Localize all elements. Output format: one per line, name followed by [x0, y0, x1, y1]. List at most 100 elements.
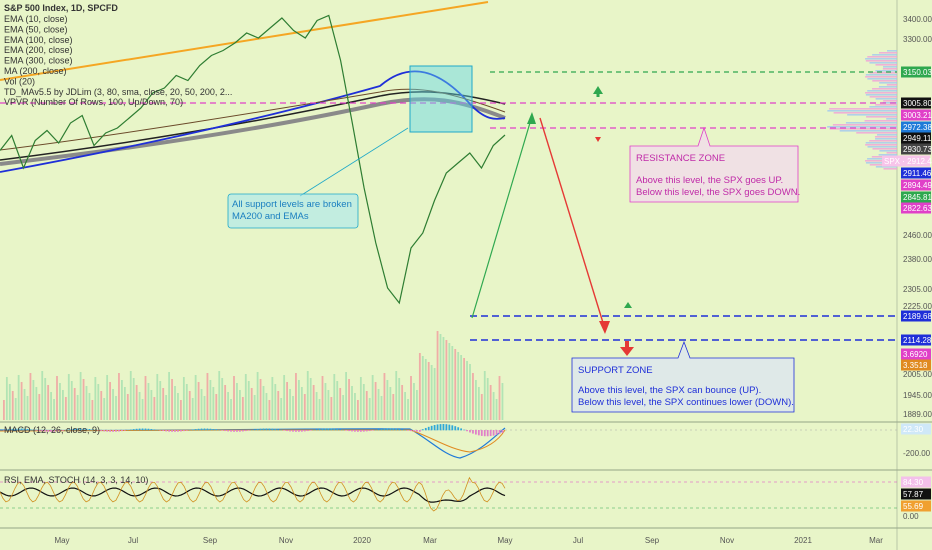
- volume-bar: [298, 380, 300, 420]
- macd-bar: [424, 427, 427, 431]
- volume-bar: [303, 394, 306, 420]
- macd-bar: [259, 428, 262, 431]
- macd-tick-label: -200.00: [903, 449, 931, 458]
- macd-bar: [303, 430, 306, 432]
- legend-item[interactable]: EMA (300, close): [4, 56, 73, 66]
- macd-bar: [56, 430, 58, 432]
- volume-bar: [460, 355, 463, 420]
- indicator-tag: [901, 500, 931, 512]
- macd-bar: [489, 430, 492, 437]
- volume-bar: [35, 387, 38, 420]
- ma200-line: [0, 97, 506, 166]
- volume-bar: [472, 373, 474, 420]
- macd-bar: [147, 428, 150, 431]
- price-tag: [901, 359, 931, 371]
- macd-bar: [244, 430, 247, 432]
- macd-bar: [129, 429, 132, 431]
- volume-bar: [253, 395, 256, 420]
- macd-bar: [171, 430, 173, 432]
- volume-bar: [283, 375, 286, 420]
- legend-item[interactable]: Vol (20): [4, 76, 35, 86]
- price-tag: [901, 334, 931, 346]
- volume-profile-row: [875, 64, 897, 66]
- resistance-zone-callout: [629, 126, 799, 203]
- legend-item[interactable]: EMA (100, close): [4, 35, 73, 45]
- price-line: [0, 14, 506, 305]
- volume-bar: [206, 373, 209, 420]
- volume-profile-row: [865, 142, 897, 144]
- legend-item[interactable]: EMA (200, close): [4, 45, 73, 55]
- x-tick-label: Sep: [203, 536, 218, 545]
- volume-bar: [312, 385, 315, 420]
- indicator-tag: [901, 488, 931, 500]
- macd-bar: [410, 430, 412, 432]
- x-tick-label: May: [497, 536, 512, 545]
- macd-bar: [298, 430, 300, 432]
- volume-profile-row: [867, 146, 897, 148]
- x-tick-label: Sep: [645, 536, 660, 545]
- macd-bar: [480, 430, 483, 436]
- volume-bar: [295, 373, 297, 420]
- volume-profile-row: [865, 76, 897, 78]
- macd-bar: [283, 430, 286, 431]
- volume-bar: [466, 361, 468, 420]
- volume-bar: [32, 380, 35, 420]
- volume-bar: [230, 399, 232, 420]
- macd-bar: [97, 430, 100, 431]
- volume-bar: [250, 388, 253, 420]
- volume-profile-row: [875, 166, 897, 168]
- volume-bar: [132, 378, 135, 420]
- chart-title: S&P 500 Index, 1D, SPCFD: [4, 3, 118, 13]
- legend-item[interactable]: MA (200, close): [4, 66, 67, 76]
- volume-bar: [486, 378, 489, 420]
- indicator-tag-label: 55.69: [903, 502, 924, 511]
- macd-bar: [44, 430, 47, 432]
- indicator-tag-label: 84.30: [903, 478, 924, 487]
- macd-bar: [306, 430, 309, 432]
- volume-bar: [430, 365, 433, 420]
- legend-item[interactable]: VPVR (Number Of Rows, 100, Up/Down, 70): [4, 97, 183, 107]
- volume-bar: [103, 398, 106, 420]
- volume-bar: [416, 390, 418, 420]
- macd-bar: [221, 430, 224, 431]
- volume-bar: [188, 391, 191, 420]
- macd-bar: [418, 430, 421, 432]
- projection-down-arrow: [539, 117, 605, 327]
- indicator-legend: EMA (10, close)EMA (50, close)EMA (100, …: [4, 14, 232, 107]
- macd-bar: [32, 429, 35, 431]
- volume-bar: [153, 397, 156, 420]
- volume-bar: [477, 387, 480, 420]
- macd-bar: [182, 430, 185, 432]
- volume-bar: [224, 385, 227, 420]
- price-tag: [901, 143, 931, 155]
- price-tag-label: 2972.38: [903, 123, 932, 132]
- volume-bar: [368, 398, 371, 420]
- macd-bar: [463, 429, 465, 431]
- volume-bar: [318, 399, 321, 420]
- macd-bar: [109, 430, 111, 432]
- legend-item[interactable]: EMA (50, close): [4, 24, 68, 34]
- volume-bar: [362, 384, 365, 420]
- volume-bar: [8, 384, 11, 420]
- volume-profile-row: [883, 168, 897, 170]
- y-tick-label: 1889.00: [903, 410, 932, 419]
- volume-bar: [209, 380, 212, 420]
- macd-bar: [85, 428, 88, 431]
- legend-item[interactable]: TD_MAv5.5 by JDLim (3, 80, sma, close, 2…: [4, 87, 232, 97]
- stoch-line: [0, 476, 506, 512]
- macd-bar: [454, 426, 457, 431]
- macd-bar: [365, 430, 368, 432]
- price-tag: [901, 121, 931, 133]
- macd-bar: [212, 429, 215, 431]
- legend-item[interactable]: EMA (10, close): [4, 14, 68, 24]
- volume-bar: [463, 358, 465, 420]
- x-tick-label: Jul: [573, 536, 583, 545]
- volume-bar: [407, 399, 409, 420]
- macd-bar: [200, 428, 203, 431]
- macd-bar: [59, 430, 61, 432]
- volume-bar: [14, 398, 17, 420]
- volume-bar: [126, 394, 129, 420]
- volume-bar: [259, 379, 262, 420]
- volume-bar: [79, 372, 82, 420]
- macd-bar: [26, 428, 29, 431]
